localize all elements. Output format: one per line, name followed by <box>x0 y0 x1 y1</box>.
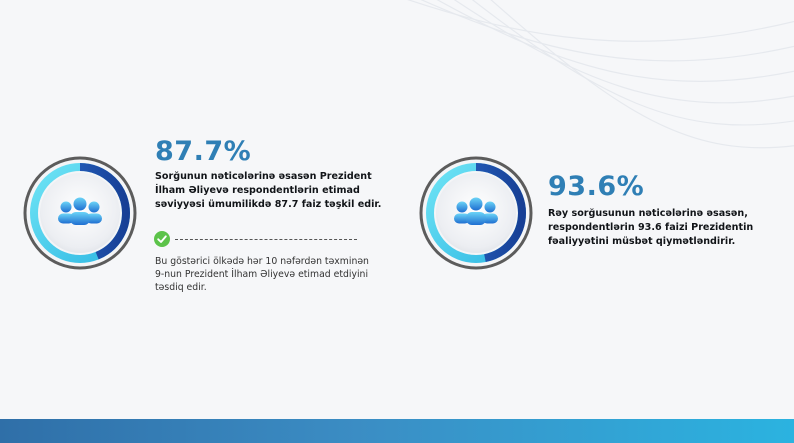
progress-arc-2 <box>426 163 526 263</box>
stat-description-2: Rəy sorğusunun nəticələrinə əsasən, resp… <box>548 208 754 247</box>
people-group-icon <box>58 197 102 225</box>
people-group-icon <box>454 197 498 225</box>
check-icon <box>154 231 170 247</box>
stat-note-1: Bu göstərici ölkədə hər 10 nəfərdən təxm… <box>155 256 369 293</box>
stat-description-1: Sorğunun nəticələrinə əsasən Prezident İ… <box>155 171 382 210</box>
stat-ring-1 <box>22 155 138 271</box>
stat-value-2: 93.6% <box>548 171 645 202</box>
background-waves <box>407 0 794 149</box>
stat-value-1: 87.7% <box>155 136 252 167</box>
progress-arc-1 <box>30 163 130 263</box>
stat-ring-2 <box>418 155 534 271</box>
dashed-divider <box>175 239 357 240</box>
bottom-bar <box>0 419 794 443</box>
